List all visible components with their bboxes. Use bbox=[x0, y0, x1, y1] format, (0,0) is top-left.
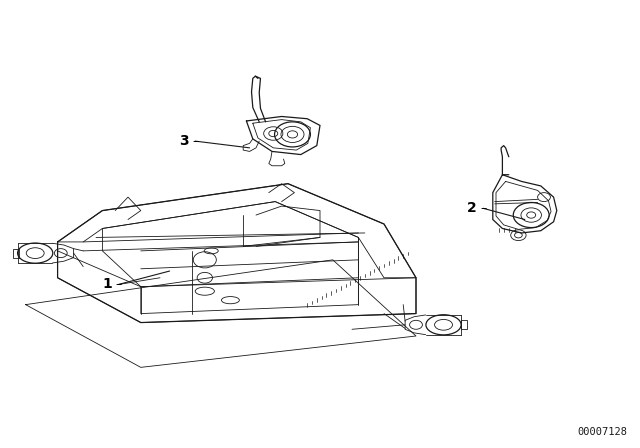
Bar bbox=[13, 249, 19, 258]
Text: –: – bbox=[480, 202, 486, 215]
Bar bbox=[461, 320, 467, 329]
Text: –: – bbox=[115, 278, 122, 291]
Text: –: – bbox=[192, 134, 198, 148]
Text: 1: 1 bbox=[102, 277, 112, 292]
Text: 00007128: 00007128 bbox=[577, 427, 627, 437]
Text: 3: 3 bbox=[179, 134, 189, 148]
Text: 2: 2 bbox=[467, 201, 477, 215]
